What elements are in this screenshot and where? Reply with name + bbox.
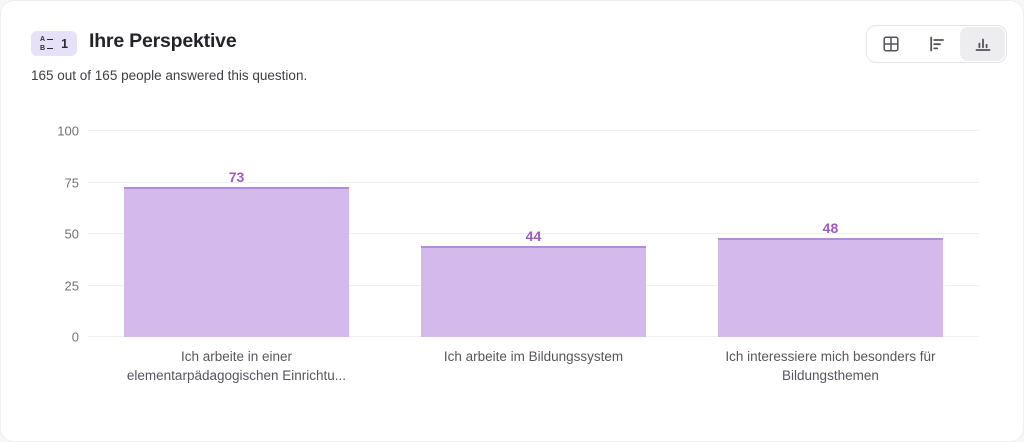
x-axis-category-label: Ich arbeite in einer elementarpädagogisc… [126, 349, 347, 383]
multiple-choice-list-icon: A B [40, 35, 54, 52]
bar-group: 73 [88, 131, 385, 337]
bar-value-label: 48 [822, 220, 839, 237]
bar-value-label: 44 [525, 228, 542, 245]
x-axis-labels: Ich arbeite in einer elementarpädagogisc… [88, 347, 979, 385]
table-icon [881, 34, 901, 54]
question-number: 1 [61, 36, 69, 51]
answer-count-text: 165 out of 165 people answered this ques… [31, 68, 308, 83]
bar-chart-plot-area: 73 44 48 [88, 130, 979, 337]
gridline [88, 181, 979, 183]
y-axis-tick-label: 100 [57, 123, 79, 139]
vertical-bar-chart-view-button[interactable] [960, 27, 1005, 61]
y-axis-tick-label: 75 [64, 175, 79, 190]
horizontal-bar-chart-view-button[interactable] [914, 27, 959, 61]
question-number-badge: A B 1 [31, 31, 78, 56]
list-letter-a: A [40, 35, 46, 43]
x-axis-category-cell: Ich arbeite in einer elementarpädagogisc… [88, 347, 385, 385]
x-axis-category-label: Ich interessiere mich besonders für Bild… [725, 349, 936, 383]
list-letter-b: B [40, 44, 46, 52]
y-axis-tick-label: 25 [64, 278, 79, 293]
x-axis-category-label: Ich arbeite im Bildungssystem [443, 349, 624, 364]
bar-group: 48 [682, 131, 979, 337]
gridline [88, 233, 979, 234]
chart-view-toggle [866, 25, 1007, 63]
bar-value-label: 73 [228, 168, 245, 185]
list-dash [47, 47, 54, 49]
y-axis-tick-label: 0 [71, 329, 79, 345]
bar: 44 [421, 228, 646, 337]
bar: 48 [718, 220, 943, 337]
list-dash [47, 38, 54, 40]
bar-chart-vertical-icon [973, 34, 993, 54]
bar-group: 44 [385, 131, 682, 337]
x-axis-category-cell: Ich interessiere mich besonders für Bild… [682, 347, 979, 385]
gridline [88, 130, 979, 131]
y-axis: 0 25 50 75 100 [1, 124, 79, 345]
bar: 73 [124, 169, 349, 337]
page-title: Ihre Perspektive [89, 30, 237, 52]
y-axis-tick-label: 50 [64, 226, 79, 242]
x-axis-category-cell: Ich arbeite im Bildungssystem [385, 347, 682, 385]
bars-container: 73 44 48 [88, 131, 979, 337]
table-view-button[interactable] [868, 27, 913, 61]
bar-chart-horizontal-icon [927, 34, 947, 54]
